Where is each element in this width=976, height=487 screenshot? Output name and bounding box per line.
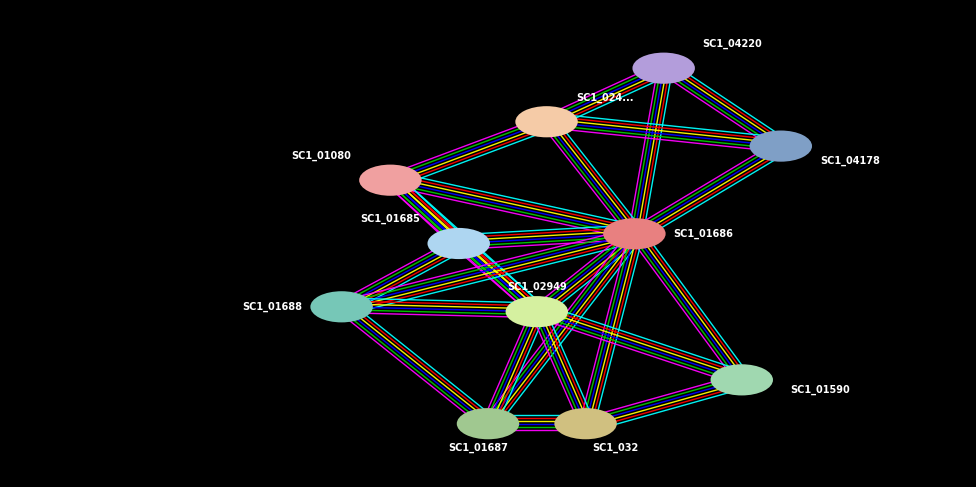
Text: SC1_04178: SC1_04178: [820, 155, 879, 166]
Text: SC1_01080: SC1_01080: [292, 150, 351, 161]
Text: SC1_01688: SC1_01688: [243, 301, 303, 312]
Circle shape: [427, 228, 490, 259]
Text: SC1_02949: SC1_02949: [507, 282, 567, 293]
Circle shape: [711, 364, 773, 395]
Text: SC1_01685: SC1_01685: [360, 214, 420, 225]
Circle shape: [506, 296, 568, 327]
Circle shape: [554, 408, 617, 439]
Circle shape: [457, 408, 519, 439]
Circle shape: [632, 53, 695, 84]
Text: SC1_01590: SC1_01590: [791, 384, 850, 395]
Circle shape: [310, 291, 373, 322]
Circle shape: [603, 218, 666, 249]
Circle shape: [359, 165, 422, 196]
Circle shape: [515, 106, 578, 137]
Text: SC1_024...: SC1_024...: [576, 92, 633, 103]
Text: SC1_04220: SC1_04220: [703, 38, 762, 49]
Text: SC1_01687: SC1_01687: [448, 443, 508, 453]
Text: SC1_01686: SC1_01686: [673, 228, 733, 239]
Circle shape: [750, 131, 812, 162]
Text: SC1_032: SC1_032: [591, 443, 638, 453]
